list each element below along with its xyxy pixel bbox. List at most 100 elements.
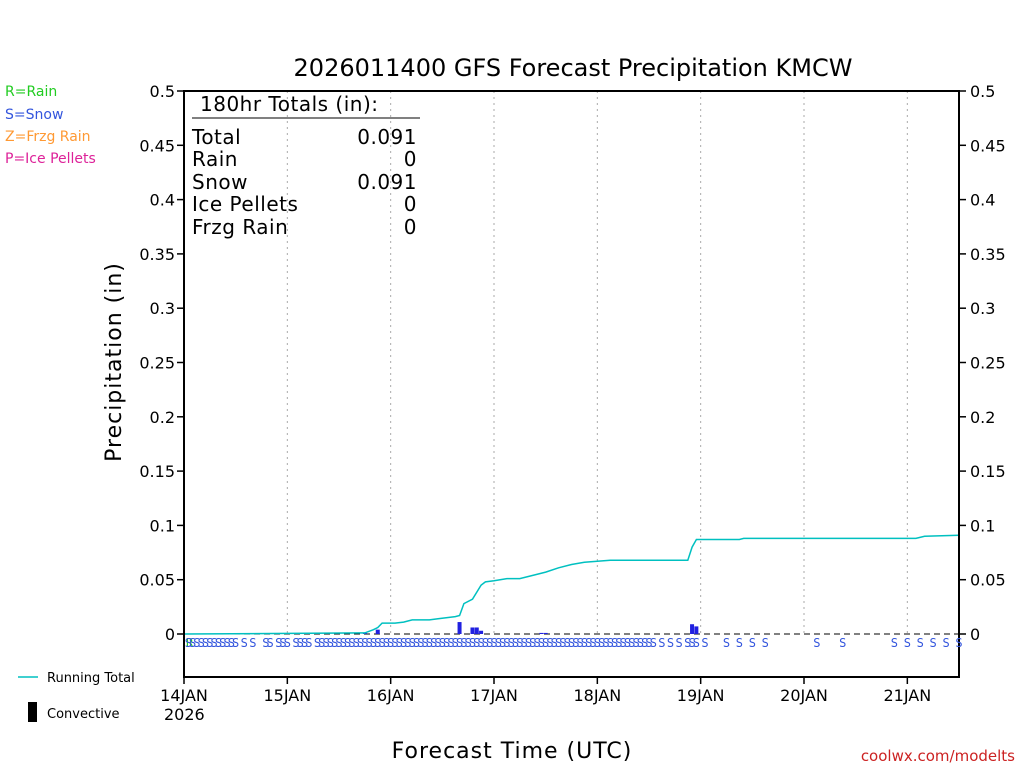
ptype-snow-marker: S xyxy=(495,636,502,650)
y-tick-label-right: 0.05 xyxy=(970,571,1006,590)
ptype-snow-marker: S xyxy=(701,636,708,650)
ptype-snow-marker: S xyxy=(465,636,472,650)
ptype-snow-marker: S xyxy=(607,636,614,650)
totals-frzg-rain-label: Frzg Rain xyxy=(192,215,288,239)
ptype-snow-marker: S xyxy=(620,636,627,650)
ptype-snow-marker: S xyxy=(645,636,652,650)
totals-snow-value: 0.091 xyxy=(357,170,417,194)
ptype-snow-marker: S xyxy=(378,636,385,650)
ptype-snow-marker: S xyxy=(749,636,756,650)
ptype-snow-marker: S xyxy=(275,636,282,650)
ptype-snow-marker: S xyxy=(512,636,519,650)
ptype-snow-marker: S xyxy=(942,636,949,650)
precip-bars xyxy=(362,622,699,634)
ptype-snow-marker: S xyxy=(292,636,299,650)
ptype-snow-marker: S xyxy=(215,636,222,650)
ptype-snow-marker: S xyxy=(383,636,390,650)
totals-rain-label: Rain xyxy=(192,147,238,171)
running-total-series xyxy=(183,534,960,635)
ptype-snow-marker: S xyxy=(340,636,347,650)
precip-bar xyxy=(457,622,462,634)
precip-bar xyxy=(539,632,544,634)
ptype-snow-marker: S xyxy=(357,636,364,650)
ptype-snow-marker: S xyxy=(628,636,635,650)
totals-total-value: 0.091 xyxy=(357,125,417,149)
x-axis-title: Forecast Time (UTC) xyxy=(392,739,633,764)
legend-rain: R=Rain xyxy=(5,84,57,100)
ptype-snow-marker: S xyxy=(762,636,769,650)
y-tick-label-left: 0.45 xyxy=(139,136,175,155)
x-tick-label: 17JAN xyxy=(470,686,518,705)
ptype-snow-marker: S xyxy=(564,636,571,650)
totals-total-label: Total xyxy=(191,125,241,149)
ptype-snow-marker: S xyxy=(581,636,588,650)
ptype-snow-marker: S xyxy=(314,636,321,650)
ptype-snow-marker: S xyxy=(538,636,545,650)
ptype-snow-marker: S xyxy=(490,636,497,650)
ptype-snow-marker: S xyxy=(602,636,609,650)
y-tick-label-right: 0.15 xyxy=(970,462,1006,481)
ptype-snow-marker: S xyxy=(641,636,648,650)
ptype-snow-marker: S xyxy=(637,636,644,650)
ptype-snow-marker: S xyxy=(353,636,360,650)
ptype-snow-marker: S xyxy=(189,636,196,650)
y-tick-label-left: 0.2 xyxy=(150,408,175,427)
y-tick-label-left: 0.25 xyxy=(139,354,175,373)
ptype-snow-marker: S xyxy=(723,636,730,650)
ptype-snow-marker: S xyxy=(516,636,523,650)
ptype-snow-marker: S xyxy=(223,636,230,650)
ptype-snow-marker: S xyxy=(576,636,583,650)
x-axis-ticks: 14JAN 15JAN 16JAN 17JAN 18JAN 19JAN 20JAN 21JAN xyxy=(160,677,931,705)
totals-frzg-rain-value: 0 xyxy=(404,215,417,239)
totals-heading: 180hr Totals (in): xyxy=(200,92,379,116)
ptype-snow-marker: S xyxy=(301,636,308,650)
y-tick-label-left: 0.15 xyxy=(139,462,175,481)
ptype-snow-marker: S xyxy=(658,636,665,650)
ptype-snow-marker: S xyxy=(211,636,218,650)
precip-bar xyxy=(479,630,484,634)
year-label: 2026 xyxy=(164,705,205,724)
ptype-snow-marker: S xyxy=(331,636,338,650)
precip-bar xyxy=(690,624,695,634)
legend-snow: S=Snow xyxy=(5,107,63,123)
ptype-snow-marker: S xyxy=(473,636,480,650)
ptype-snow-marker: S xyxy=(904,636,911,650)
legend-ice-pellets: P=Ice Pellets xyxy=(5,151,96,167)
ptype-snow-marker: S xyxy=(322,636,329,650)
ptype-snow-marker: S xyxy=(305,636,312,650)
ptype-snow-marker: S xyxy=(572,636,579,650)
vertical-gridlines xyxy=(184,91,959,635)
ptype-snow-marker: S xyxy=(327,636,334,650)
x-tick-label: 21JAN xyxy=(883,686,931,705)
precip-bar xyxy=(375,629,380,634)
ptype-snow-marker: S xyxy=(249,636,256,650)
y-tick-label-right: 0 xyxy=(970,625,980,644)
y-tick-label-left: 0.05 xyxy=(139,571,175,590)
ptype-snow-marker: S xyxy=(546,636,553,650)
y-tick-label-right: 0.25 xyxy=(970,354,1006,373)
ptype-snow-marker: S xyxy=(615,636,622,650)
ptype-snow-marker: S xyxy=(452,636,459,650)
ptype-snow-marker: S xyxy=(477,636,484,650)
ptype-snow-marker: S xyxy=(551,636,558,650)
legend-convective: Convective xyxy=(47,707,120,722)
ptype-snow-marker: S xyxy=(589,636,596,650)
totals-rain-value: 0 xyxy=(404,147,417,171)
y-tick-label-right: 0.2 xyxy=(970,408,995,427)
ptype-snow-marker: S xyxy=(232,636,239,650)
ptype-snow-marker: S xyxy=(503,636,510,650)
x-tick-label: 18JAN xyxy=(573,686,621,705)
ptype-snow-marker: S xyxy=(559,636,566,650)
ptype-snow-marker: S xyxy=(460,636,467,650)
x-tick-label: 16JAN xyxy=(367,686,415,705)
x-tick-label: 14JAN xyxy=(160,686,208,705)
ptype-snow-marker: S xyxy=(486,636,493,650)
y-tick-label-left: 0 xyxy=(165,625,175,644)
ptype-snow-marker: S xyxy=(241,636,248,650)
ptype-rain-marker: R xyxy=(186,636,194,650)
precip-bar xyxy=(470,627,475,634)
ptype-snow-marker: S xyxy=(525,636,532,650)
ptype-snow-marker: S xyxy=(404,636,411,650)
ptype-snow-marker: S xyxy=(482,636,489,650)
